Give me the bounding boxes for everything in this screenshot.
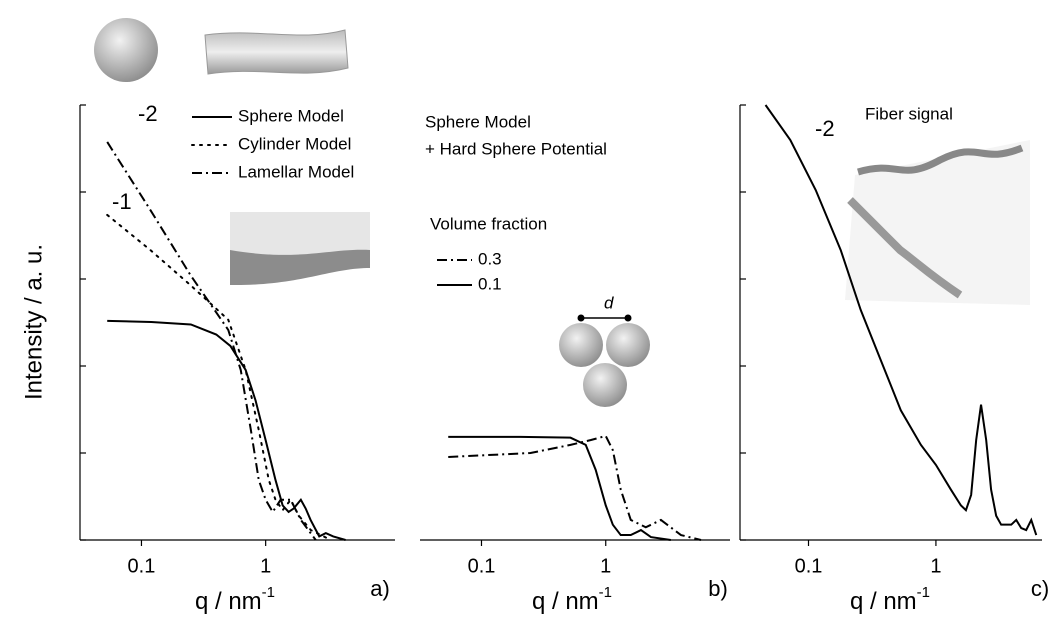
hard-sphere-illustration bbox=[559, 314, 650, 407]
legend-title: Volume fraction bbox=[430, 214, 547, 233]
cylinder-illustration bbox=[204, 29, 349, 75]
data-line bbox=[448, 435, 671, 541]
data-line bbox=[764, 104, 1038, 536]
annotation: d bbox=[604, 293, 614, 312]
annotation: -2 bbox=[815, 116, 835, 141]
x-axis-label-text: q / nm bbox=[850, 588, 917, 615]
x-tick-label: 1 bbox=[260, 555, 271, 577]
x-tick-label: 1 bbox=[600, 555, 611, 577]
lamellar-illustration bbox=[230, 212, 370, 286]
legend-label: Sphere Model bbox=[238, 106, 344, 125]
legend-label: 0.1 bbox=[478, 274, 502, 293]
panel-label: a) bbox=[370, 576, 390, 601]
data-line bbox=[107, 319, 346, 541]
legend-label: Lamellar Model bbox=[238, 162, 354, 181]
annotation: Fiber signal bbox=[865, 104, 953, 123]
x-tick-label: 1 bbox=[930, 555, 941, 577]
annotation: -1 bbox=[112, 189, 132, 214]
legend-label: Cylinder Model bbox=[238, 134, 351, 153]
x-axis-label-text: q / nm bbox=[532, 588, 599, 615]
annotation: + Hard Sphere Potential bbox=[425, 139, 607, 158]
y-axis-label: Intensity / a. u. bbox=[20, 244, 47, 400]
annotation: Sphere Model bbox=[425, 112, 531, 131]
x-tick-label: 0.1 bbox=[468, 555, 496, 577]
x-axis-label-superscript: -1 bbox=[262, 584, 275, 601]
x-axis-label: q / nm-1 bbox=[532, 584, 612, 615]
fiber-illustration bbox=[845, 140, 1030, 305]
data-line bbox=[106, 141, 317, 541]
annotation: -2 bbox=[138, 101, 158, 126]
panel-label: b) bbox=[708, 576, 728, 601]
legend-label: 0.3 bbox=[478, 249, 502, 268]
x-axis-label-superscript: -1 bbox=[917, 584, 930, 601]
x-axis-label: q / nm-1 bbox=[850, 584, 930, 615]
x-axis-label-superscript: -1 bbox=[599, 584, 612, 601]
x-tick-label: 0.1 bbox=[795, 555, 823, 577]
panel-label: c) bbox=[1031, 576, 1049, 601]
x-tick-label: 0.1 bbox=[128, 555, 156, 577]
data-line bbox=[448, 434, 702, 541]
x-axis-label: q / nm-1 bbox=[195, 584, 275, 615]
sphere-illustration bbox=[94, 18, 158, 82]
x-axis-label-text: q / nm bbox=[195, 588, 262, 615]
